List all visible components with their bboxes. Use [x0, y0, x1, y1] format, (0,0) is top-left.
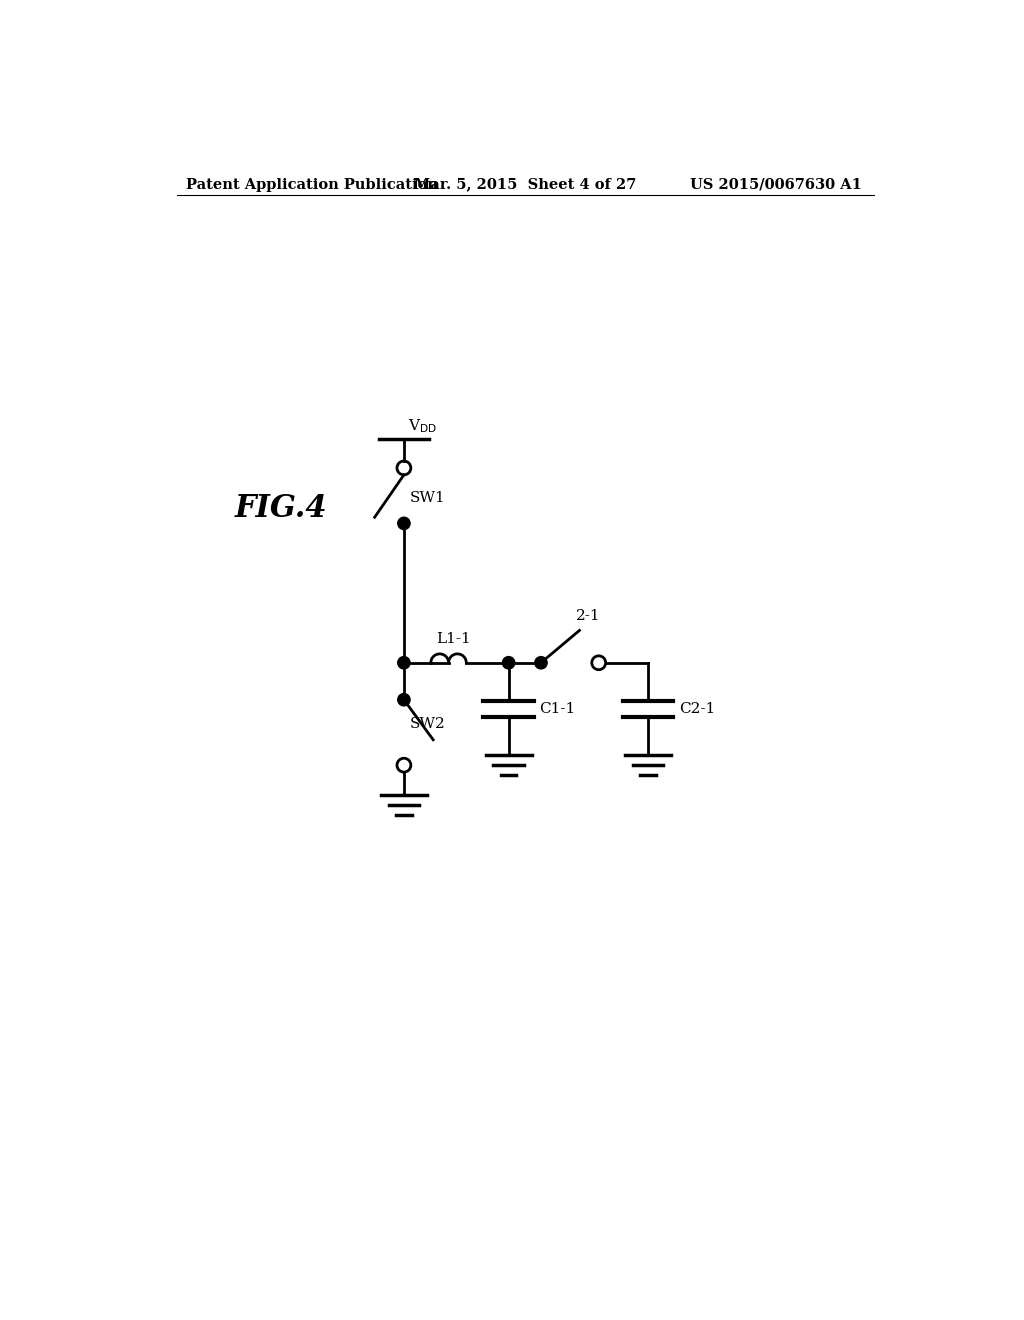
Circle shape	[503, 656, 515, 669]
Text: US 2015/0067630 A1: US 2015/0067630 A1	[690, 178, 862, 191]
Circle shape	[397, 693, 410, 706]
Text: SW1: SW1	[410, 491, 445, 506]
Text: C2-1: C2-1	[679, 702, 715, 715]
Text: C1-1: C1-1	[540, 702, 575, 715]
Text: V$_{\rm DD}$: V$_{\rm DD}$	[408, 417, 437, 434]
Text: Mar. 5, 2015  Sheet 4 of 27: Mar. 5, 2015 Sheet 4 of 27	[414, 178, 636, 191]
Text: FIG.4: FIG.4	[234, 494, 327, 524]
Circle shape	[397, 517, 410, 529]
Text: L1-1: L1-1	[436, 632, 471, 645]
Text: SW2: SW2	[410, 717, 445, 731]
Text: Patent Application Publication: Patent Application Publication	[186, 178, 438, 191]
Text: 2-1: 2-1	[575, 609, 600, 623]
Circle shape	[397, 656, 410, 669]
Circle shape	[535, 656, 547, 669]
